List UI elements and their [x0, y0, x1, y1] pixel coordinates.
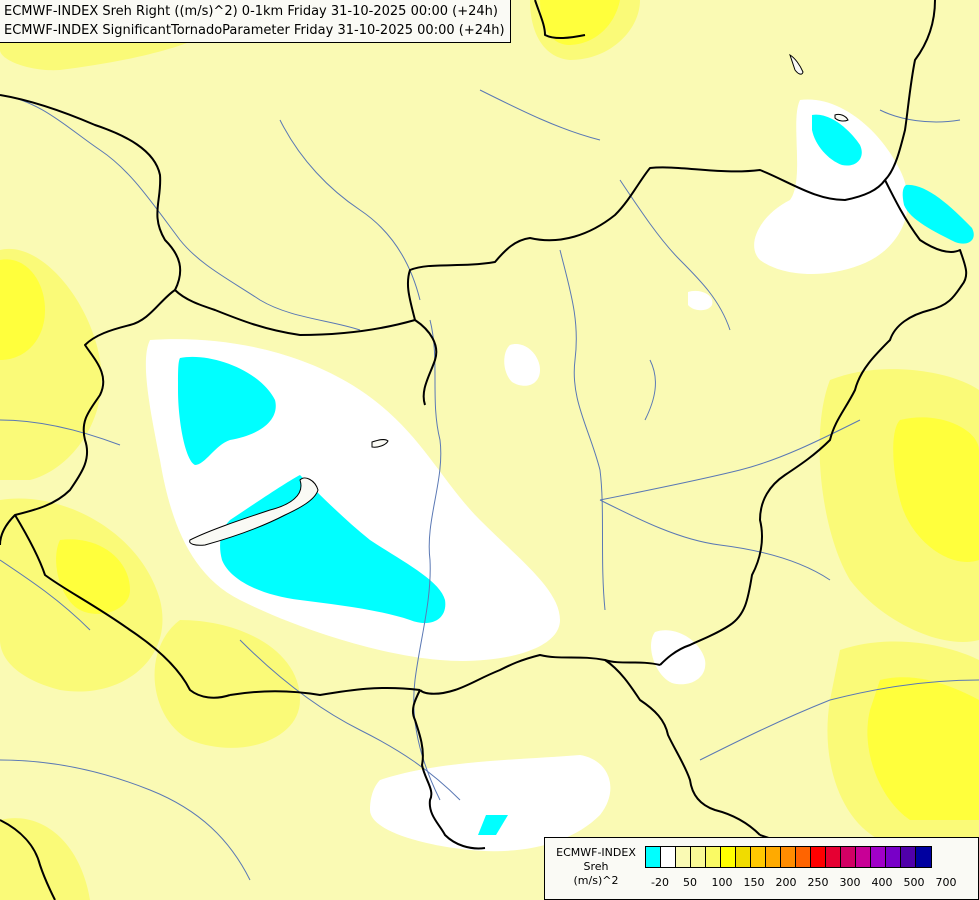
lakes: [189, 53, 849, 546]
legend-swatch: [736, 847, 751, 867]
legend-swatch: [706, 847, 721, 867]
legend-swatch: [841, 847, 856, 867]
legend-swatch: [826, 847, 841, 867]
legend-ticks: -20 50 100 150 200 250 300 400 500 700: [645, 876, 975, 890]
legend-label-variable: Sreh: [583, 860, 609, 873]
legend-swatches: [645, 846, 932, 868]
legend-label: ECMWF-INDEX Sreh (m/s)^2: [549, 846, 643, 888]
legend-swatch: [886, 847, 901, 867]
legend-swatch: [766, 847, 781, 867]
legend-swatch: [916, 847, 931, 867]
legend-tick-label: 50: [683, 876, 697, 889]
legend-swatch: [796, 847, 811, 867]
legend-swatch: [676, 847, 691, 867]
title-sreh: ECMWF-INDEX Sreh Right ((m/s)^2) 0-1km F…: [4, 4, 498, 19]
legend-swatch: [691, 847, 706, 867]
legend-swatch: [751, 847, 766, 867]
color-legend: ECMWF-INDEX Sreh (m/s)^2 -20 50 100 150 200 2…: [544, 837, 979, 900]
legend-tick-label: 100: [711, 876, 733, 889]
legend-swatch: [811, 847, 826, 867]
legend-tick-label: 250: [807, 876, 829, 889]
legend-tick-label: 500: [903, 876, 925, 889]
legend-tick-label: -20: [651, 876, 669, 889]
legend-tick-label: 700: [935, 876, 957, 889]
legend-swatch: [871, 847, 886, 867]
legend-tick-label: 300: [839, 876, 861, 889]
legend-swatch: [781, 847, 796, 867]
legend-swatch: [721, 847, 736, 867]
legend-label-unit: (m/s)^2: [573, 874, 619, 887]
legend-label-source: ECMWF-INDEX: [556, 846, 636, 859]
legend-swatch: [661, 847, 676, 867]
legend-tick-label: 400: [871, 876, 893, 889]
rivers: [0, 89, 979, 881]
title-stp: ECMWF-INDEX SignificantTornadoParameter …: [4, 23, 505, 38]
legend-swatch: [856, 847, 871, 867]
legend-tick-label: 150: [743, 876, 765, 889]
legend-tick-label: 200: [775, 876, 797, 889]
legend-swatch: [646, 847, 661, 867]
map-title-box: ECMWF-INDEX Sreh Right ((m/s)^2) 0-1km F…: [0, 0, 511, 43]
legend-swatch: [901, 847, 916, 867]
